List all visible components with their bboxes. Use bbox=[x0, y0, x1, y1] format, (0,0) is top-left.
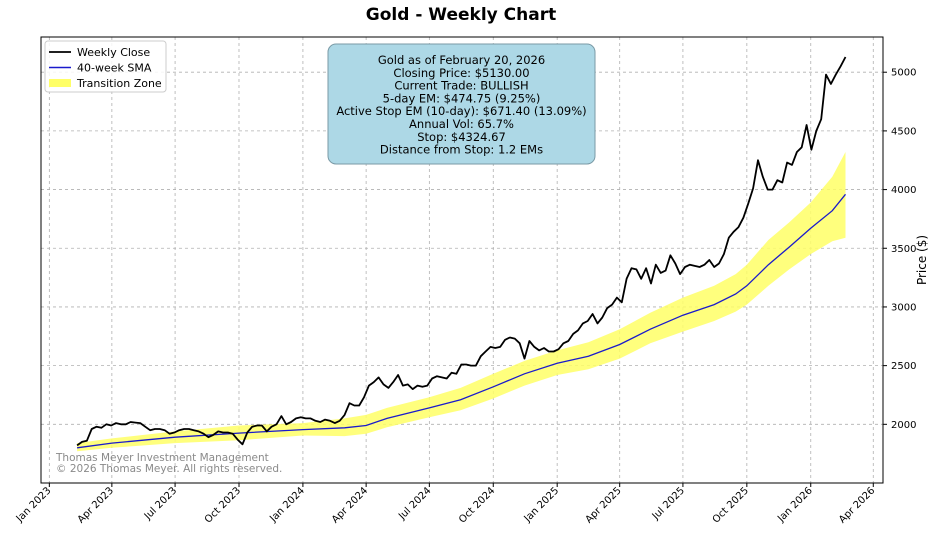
x-tick-label: Jul 2023 bbox=[142, 485, 179, 522]
info-box-background bbox=[327, 43, 596, 165]
x-tick-label: Apr 2023 bbox=[76, 485, 116, 525]
legend: Weekly Close 40-week SMA Transition Zone bbox=[44, 40, 167, 93]
y-tick-label: 4000 bbox=[891, 185, 916, 196]
info-line: Active Stop EM (10-day): $671.40 (13.09%… bbox=[336, 104, 586, 118]
plot-frame bbox=[40, 36, 884, 484]
legend-swatch bbox=[49, 79, 71, 87]
info-line: Annual Vol: 65.7% bbox=[409, 117, 514, 131]
weekly-close-series bbox=[76, 56, 847, 447]
transition-zone-band bbox=[77, 152, 846, 452]
watermark-line: Thomas Meyer Investment Management bbox=[55, 452, 269, 464]
info-line: Stop: $4324.67 bbox=[417, 130, 506, 144]
info-line: Closing Price: $5130.00 bbox=[393, 66, 529, 80]
x-tick-label: Oct 2025 bbox=[711, 485, 751, 525]
transition-zone-area bbox=[77, 152, 846, 452]
x-tick-label: Oct 2024 bbox=[457, 485, 497, 525]
weekly-close-line bbox=[76, 56, 847, 447]
y-tick-label: 4500 bbox=[891, 126, 916, 137]
x-tick-label: Jul 2024 bbox=[396, 485, 433, 522]
watermark-line: © 2026 Thomas Meyer. All rights reserved… bbox=[56, 463, 282, 475]
x-tick-label: Apr 2025 bbox=[584, 485, 624, 525]
legend-label: 40-week SMA bbox=[77, 62, 152, 75]
y-tick-label: 5000 bbox=[891, 68, 916, 79]
x-tick-label: Jan 2026 bbox=[775, 485, 815, 525]
x-tick-label: Jan 2024 bbox=[267, 485, 307, 525]
y-tick-label: 2000 bbox=[891, 420, 916, 431]
y-axis-label: Price ($) bbox=[915, 235, 929, 285]
y-tick-label: 3500 bbox=[891, 244, 916, 255]
y-tick-label: 3000 bbox=[891, 302, 916, 313]
legend-box bbox=[44, 40, 167, 93]
x-tick-label: Jul 2025 bbox=[650, 485, 687, 522]
info-line: 5-day EM: $474.75 (9.25%) bbox=[383, 91, 541, 105]
sma-line bbox=[77, 193, 847, 449]
y-tick-label: 2500 bbox=[891, 361, 916, 372]
x-tick-label: Jan 2025 bbox=[522, 485, 562, 525]
x-tick-label: Jan 2023 bbox=[14, 485, 54, 525]
sma-series bbox=[77, 193, 847, 449]
info-line: Current Trade: BULLISH bbox=[394, 79, 528, 93]
x-tick-label: Apr 2024 bbox=[330, 485, 370, 525]
watermark: Thomas Meyer Investment Management© 2026… bbox=[55, 452, 282, 475]
info-line: Distance from Stop: 1.2 EMs bbox=[380, 143, 543, 157]
x-tick-label: Oct 2023 bbox=[203, 485, 243, 525]
info-line: Gold as of February 20, 2026 bbox=[378, 53, 545, 67]
chart-title: Gold - Weekly Chart bbox=[366, 5, 556, 25]
y-axis: 2000 2500 3000 3500 4000 4500 5000 bbox=[883, 68, 916, 431]
legend-label: Weekly Close bbox=[77, 46, 150, 59]
legend-label: Transition Zone bbox=[76, 77, 162, 90]
x-axis: Jan 2023 Apr 2023 Jul 2023 Oct 2023 Jan 2024… bbox=[14, 483, 877, 526]
x-tick-label: Apr 2026 bbox=[837, 485, 877, 525]
